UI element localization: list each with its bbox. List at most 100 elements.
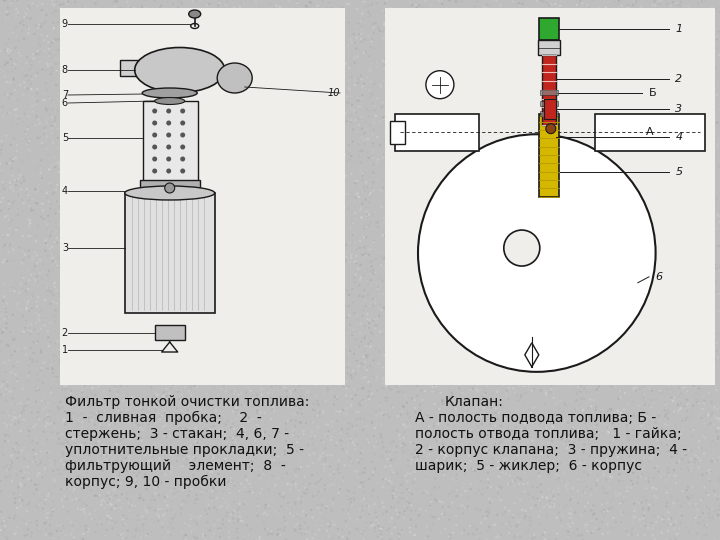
Point <box>274 248 285 257</box>
Point <box>51 527 63 536</box>
Point <box>386 174 397 183</box>
Point <box>688 73 699 82</box>
Point <box>457 367 469 375</box>
Point <box>661 94 672 103</box>
Point <box>634 176 645 185</box>
Point <box>50 352 62 360</box>
Point <box>711 4 720 13</box>
Point <box>107 26 118 35</box>
Point <box>612 128 624 137</box>
Point <box>615 362 626 370</box>
Point <box>99 305 110 314</box>
Point <box>127 275 138 284</box>
Point <box>392 309 404 318</box>
Point <box>198 83 210 91</box>
Point <box>13 244 24 252</box>
Point <box>350 340 361 349</box>
Point <box>511 298 523 307</box>
Point <box>153 505 164 514</box>
Point <box>47 266 58 274</box>
Point <box>393 312 405 321</box>
Point <box>491 237 503 246</box>
Point <box>704 345 716 354</box>
Point <box>201 185 212 193</box>
Point <box>262 394 274 403</box>
Point <box>496 208 508 217</box>
Point <box>552 302 563 310</box>
Point <box>387 25 399 33</box>
Point <box>580 182 592 191</box>
Point <box>232 533 243 540</box>
Point <box>20 189 32 198</box>
Point <box>141 25 153 33</box>
Point <box>144 461 156 469</box>
Point <box>412 342 423 350</box>
Point <box>129 475 140 484</box>
Point <box>467 146 479 155</box>
Point <box>150 456 161 464</box>
Point <box>55 59 67 68</box>
Point <box>8 343 19 352</box>
Point <box>534 48 545 57</box>
Point <box>80 530 91 539</box>
Point <box>614 343 626 352</box>
Point <box>200 535 212 540</box>
Point <box>243 89 254 98</box>
Point <box>578 467 590 476</box>
Point <box>626 258 637 267</box>
Point <box>107 188 119 197</box>
Point <box>372 63 383 72</box>
Point <box>470 463 482 472</box>
Point <box>678 456 689 465</box>
Point <box>426 167 438 176</box>
Point <box>257 378 269 387</box>
Point <box>232 508 243 516</box>
Point <box>502 296 513 305</box>
Point <box>302 239 313 247</box>
Point <box>129 200 140 209</box>
Point <box>527 459 539 468</box>
Point <box>491 187 503 195</box>
Point <box>62 376 73 385</box>
Point <box>508 79 520 87</box>
Point <box>633 193 644 202</box>
Point <box>232 427 243 435</box>
Point <box>356 384 368 393</box>
Point <box>387 125 399 133</box>
Point <box>382 357 393 366</box>
Point <box>390 347 402 356</box>
Point <box>550 221 562 230</box>
Point <box>610 377 621 386</box>
Point <box>405 104 416 112</box>
Point <box>454 389 466 398</box>
Point <box>145 205 157 213</box>
Point <box>86 414 97 422</box>
Point <box>300 390 311 399</box>
Point <box>211 310 222 319</box>
Point <box>104 495 115 503</box>
Point <box>321 51 333 60</box>
Point <box>354 138 366 147</box>
Point <box>372 176 383 185</box>
Point <box>187 76 199 85</box>
Point <box>618 153 629 162</box>
Point <box>192 325 203 333</box>
Text: 10: 10 <box>328 88 340 98</box>
Point <box>445 530 456 539</box>
Point <box>444 254 456 262</box>
Point <box>104 52 116 60</box>
Point <box>608 332 619 341</box>
Point <box>530 322 541 330</box>
Point <box>192 260 204 269</box>
Point <box>338 409 349 418</box>
Point <box>245 19 256 28</box>
Point <box>472 174 484 183</box>
Point <box>286 29 297 38</box>
Point <box>31 112 42 120</box>
Point <box>277 140 289 149</box>
Point <box>275 341 287 350</box>
Point <box>158 322 169 331</box>
Point <box>282 170 293 179</box>
Point <box>14 213 25 221</box>
Point <box>45 456 56 465</box>
